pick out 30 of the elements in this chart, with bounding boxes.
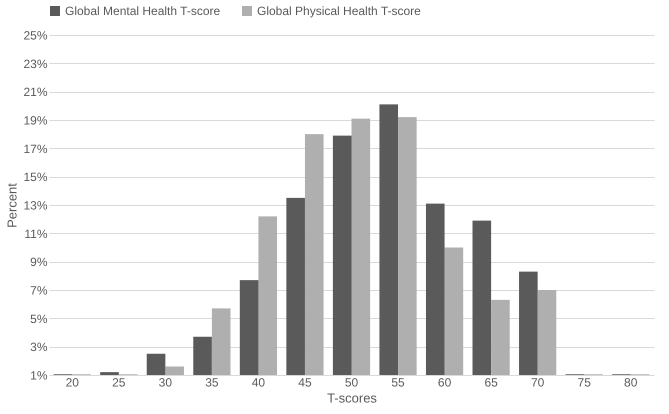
x-tick-label: 55 [391, 376, 406, 390]
y-tick-label: 23% [23, 56, 48, 71]
y-tick-label: 9% [30, 255, 48, 270]
x-axis-title: T-scores [327, 390, 378, 406]
y-tick-label: 13% [23, 198, 48, 212]
y-tick-label: 11% [24, 226, 48, 241]
y-tick-label: 3% [30, 340, 48, 354]
x-tick-label: 35 [205, 376, 219, 390]
y-tick-label: 7% [30, 284, 48, 298]
y-tick-label: 19% [23, 114, 48, 128]
x-tick-label: 80 [624, 376, 638, 390]
x-tick-label: 65 [484, 376, 498, 390]
y-tick-label: 5% [30, 312, 48, 326]
x-tick-label: 20 [66, 376, 80, 390]
y-tick-label: 1% [30, 368, 48, 382]
x-tick-label: 40 [252, 376, 266, 390]
x-tick-label: 30 [158, 376, 172, 390]
y-tick-label: 17% [23, 142, 48, 156]
x-tick-label: 60 [438, 376, 452, 390]
y-tick-label: 15% [23, 170, 48, 184]
x-tick-label: 45 [298, 376, 312, 390]
x-tick-label: 25 [112, 376, 126, 390]
x-tick-label: 70 [530, 376, 545, 390]
legend-label: Global Mental Health T-score [65, 4, 221, 18]
y-tick-label: 21% [23, 85, 48, 100]
legend-label: Global Physical Health T-score [257, 4, 422, 18]
y-axis-title: Percent [4, 182, 20, 228]
x-tick-label: 75 [578, 376, 592, 390]
y-tick-label: 25% [23, 28, 48, 42]
x-tick-label: 50 [344, 376, 358, 390]
